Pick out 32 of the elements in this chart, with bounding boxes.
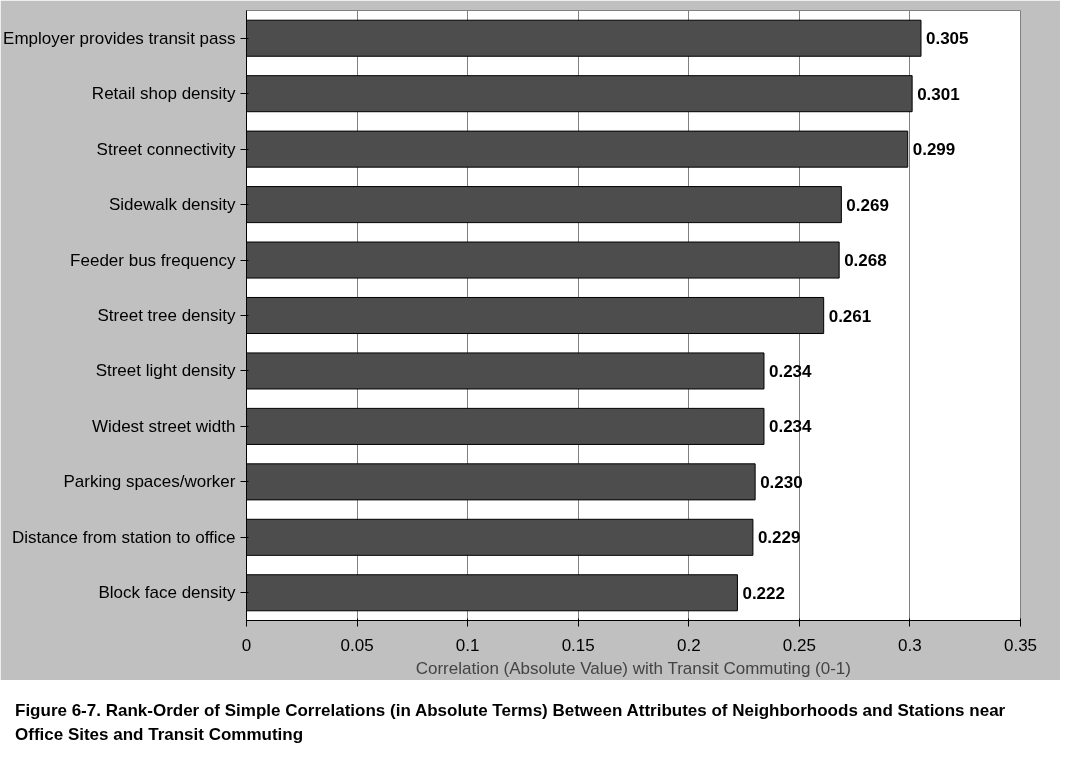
x-tick-label: 0.3	[898, 635, 922, 655]
x-axis-title: Correlation (Absolute Value) with Transit Commuting (0-1)	[415, 658, 851, 678]
y-tick-label: Street connectivity	[96, 139, 236, 159]
data-label: 0.229	[757, 528, 801, 548]
data-label: 0.299	[912, 140, 956, 160]
y-tick-label: Parking spaces/worker	[63, 472, 236, 492]
y-tick-label: Street light density	[95, 361, 236, 381]
y-tick-label: Block face density	[98, 583, 236, 603]
data-label: 0.222	[742, 583, 785, 603]
data-label: 0.269	[846, 195, 889, 215]
x-tick-label: 0	[241, 635, 252, 655]
y-tick-label: Employer provides transit pass	[3, 28, 236, 48]
x-tick-label: 0.25	[782, 635, 816, 655]
x-tick-label: 0.1	[455, 635, 480, 655]
data-label: 0.268	[844, 251, 887, 271]
x-tick-label: 0.05	[340, 635, 374, 655]
data-label: 0.230	[760, 472, 803, 492]
text: Figure 6-7. Rank-Order of Simple Correlations (in Absolute Terms) Between Attributes of Neighborhoods and Stations near Office Sites and Transit Commuting	[15, 700, 1007, 747]
data-label: 0.234	[768, 417, 813, 437]
x-tick-label: 0.15	[561, 635, 595, 655]
y-tick-label: Street tree density	[97, 306, 236, 325]
x-tick-label: 0.2	[676, 635, 701, 655]
data-label: 0.261	[828, 306, 872, 326]
data-label: 0.234	[768, 361, 813, 381]
x-tick-label: 0.35	[1003, 635, 1038, 655]
y-tick-label: Distance from station to office	[11, 527, 236, 547]
data-label: 0.305	[925, 29, 969, 49]
data-label: 0.301	[917, 84, 960, 104]
y-tick-label: Widest street width	[91, 416, 236, 436]
y-tick-label: Feeder bus frequency	[70, 250, 236, 270]
y-tick-label: Retail shop density	[91, 84, 236, 104]
y-tick-label: Sidewalk density	[108, 195, 236, 215]
